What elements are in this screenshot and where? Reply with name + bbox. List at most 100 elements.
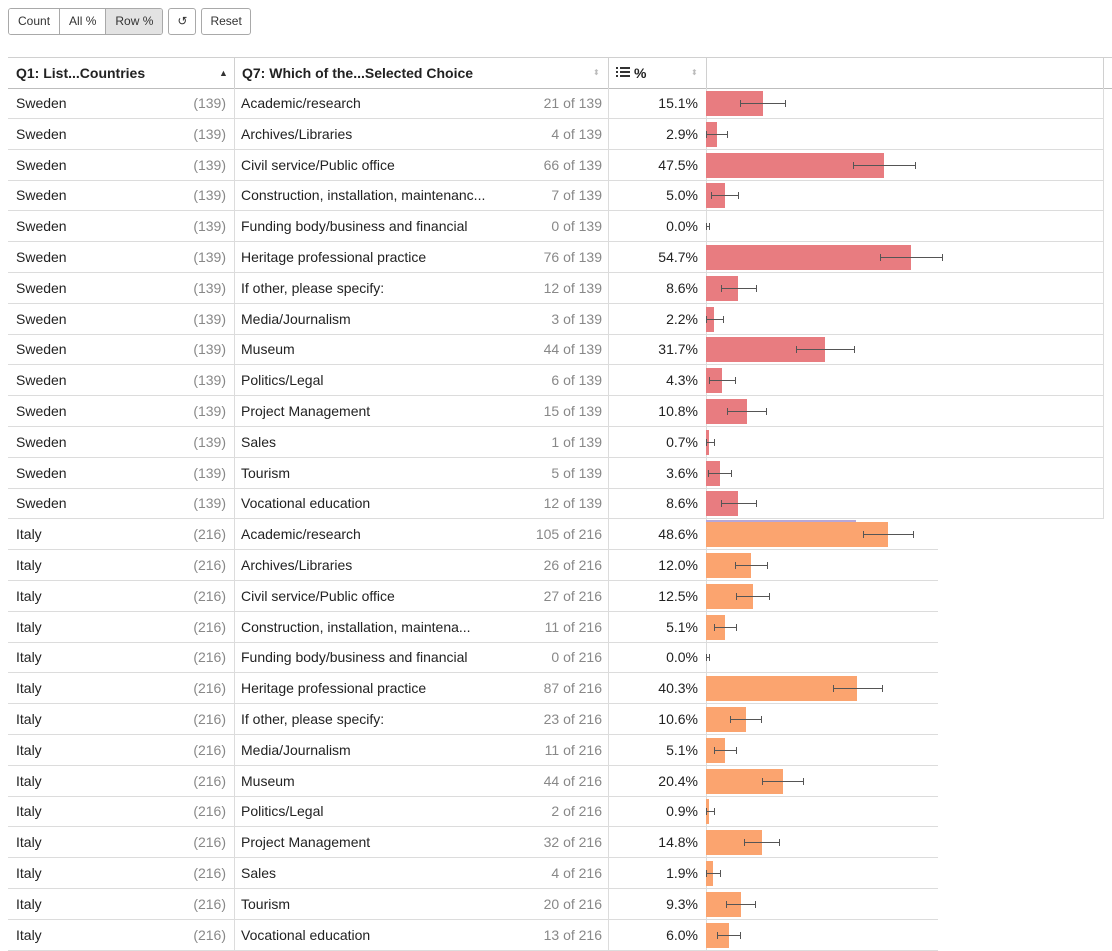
sort-toggle-icon[interactable]: ⬍ (593, 68, 600, 77)
table-row[interactable]: Italy (216) Media/Journalism 11 of 216 5.1% (8, 734, 1112, 766)
column-divider[interactable] (706, 58, 707, 88)
table-row[interactable]: Italy (216) Heritage professional practice… (8, 673, 1112, 705)
error-bar-cap (913, 531, 915, 539)
table-row[interactable]: Italy (216) Civil service/Public office 27 … (8, 580, 1112, 612)
percent-bar[interactable] (706, 522, 889, 548)
error-bar-cap (713, 438, 715, 446)
cell-divider (608, 118, 609, 150)
table-row[interactable]: Sweden (139) Project Management 15 of 139 10… (8, 396, 1112, 427)
table-row[interactable]: Italy (216) Academic/research 105 of 216 48.… (8, 519, 1112, 551)
table-row[interactable]: Sweden (139) Archives/Libraries 4 of 139 2.9… (8, 118, 1112, 150)
column-header-q7[interactable]: Q7: Which of the...Selected Choice (234, 58, 608, 88)
error-bar-cap (881, 685, 883, 693)
cell-divider (1103, 488, 1104, 520)
base-count-cell: (216) (193, 803, 226, 820)
percent-cell: 2.9% (666, 125, 698, 142)
table-row[interactable]: Italy (216) Politics/Legal 2 of 216 0.9% (8, 796, 1112, 828)
error-bar-cap (731, 469, 733, 477)
table-row[interactable]: Sweden (139) Media/Journalism 3 of 139 2.2% (8, 303, 1112, 335)
cell-divider (234, 704, 235, 735)
table-row[interactable]: Italy (216) Project Management 32 of 216 14.… (8, 827, 1112, 859)
count-fraction-cell: 12 of 139 (543, 495, 602, 512)
row-divider (8, 118, 1104, 119)
column-header-q1[interactable]: Q1: List...Countries (8, 58, 234, 88)
sort-ascending-icon[interactable]: ▲ (219, 68, 228, 78)
country-cell: Sweden (16, 156, 67, 173)
country-cell: Italy (16, 557, 42, 573)
row-percent-button[interactable]: Row % (105, 9, 163, 34)
cell-divider (234, 796, 235, 828)
cell-divider (1103, 242, 1104, 273)
table-row[interactable]: Sweden (139) Heritage professional practic… (8, 242, 1112, 273)
error-bar-cap (740, 100, 742, 107)
column-divider[interactable] (608, 58, 609, 88)
table-row[interactable]: Sweden (139) Academic/research 21 of 139 15.… (8, 88, 1112, 119)
country-cell: Sweden (16, 125, 67, 142)
table-row[interactable]: Italy (216) Archives/Libraries 26 of 216 12.… (8, 550, 1112, 581)
cell-divider (234, 242, 235, 273)
error-bar (734, 565, 768, 566)
error-bar-cap (743, 839, 745, 847)
table-row[interactable]: Italy (216) If other, please specify: 23 of… (8, 704, 1112, 735)
error-bar-cap (736, 623, 738, 631)
table-row[interactable]: Sweden (139) If other, please specify: 12 o… (8, 272, 1112, 304)
count-fraction-cell: 12 of 139 (543, 279, 602, 296)
row-divider (8, 148, 1104, 150)
error-bar-cap (714, 746, 716, 754)
choice-cell: Archives/Libraries (241, 125, 353, 142)
all-percent-button[interactable]: All % (59, 9, 106, 34)
table-row[interactable]: Sweden (139) Sales 1 of 139 0.7% (8, 426, 1112, 458)
cell-divider (608, 673, 609, 705)
percent-bar[interactable] (706, 245, 912, 270)
table-row[interactable]: Italy (216) Sales 4 of 216 1.9% (8, 858, 1112, 889)
country-cell: Italy (16, 711, 42, 727)
table-row[interactable]: Italy (216) Tourism 20 of 216 9.3% (8, 888, 1112, 920)
column-header-percent-label: % (634, 65, 647, 81)
column-divider[interactable] (1103, 58, 1104, 88)
table-row[interactable]: Sweden (139) Funding body/business and fin… (8, 211, 1112, 243)
error-bar (706, 873, 720, 874)
error-bar-cap (769, 592, 771, 600)
refresh-button[interactable]: ↺ (168, 8, 197, 35)
column-divider[interactable] (234, 58, 235, 88)
table-row[interactable]: Sweden (139) Vocational education 12 of 139… (8, 488, 1112, 520)
table-row[interactable]: Sweden (139) Tourism 5 of 139 3.6% (8, 457, 1112, 489)
cell-divider (608, 765, 609, 797)
error-bar-cap (709, 223, 710, 231)
table-row[interactable]: Sweden (139) Construction, installation, m… (8, 180, 1112, 212)
row-divider (8, 580, 938, 581)
error-bar (706, 441, 714, 443)
column-header-percent[interactable]: % (608, 58, 706, 88)
cell-divider (234, 180, 235, 212)
table-row[interactable]: Italy (216) Museum 44 of 216 20.4% (8, 765, 1112, 797)
count-fraction-cell: 0 of 139 (551, 218, 602, 235)
error-bar-cap (802, 777, 804, 785)
table-row[interactable]: Sweden (139) Politics/Legal 6 of 139 4.3% (8, 365, 1112, 397)
error-bar-cap (755, 500, 757, 508)
sort-toggle-icon[interactable]: ⬍ (691, 68, 698, 77)
country-cell: Italy (16, 865, 42, 881)
cell-divider (608, 88, 609, 119)
table-row[interactable]: Sweden (139) Civil service/Public office 66… (8, 149, 1112, 181)
country-cell: Sweden (16, 279, 67, 296)
percent-cell: 8.6% (666, 495, 698, 512)
reset-button[interactable]: Reset (201, 8, 251, 35)
error-bar-cap (720, 284, 722, 292)
base-count-cell: (216) (193, 834, 226, 851)
count-fraction-cell: 26 of 216 (543, 557, 602, 573)
count-button[interactable]: Count (9, 9, 60, 34)
column-header-q1-label: Q1: List...Countries (16, 65, 146, 81)
cell-divider (234, 919, 235, 951)
table-row[interactable]: Sweden (139) Museum 44 of 139 31.7% (8, 334, 1112, 366)
table-row[interactable]: Italy (216) Funding body/business and fina… (8, 642, 1112, 674)
choice-cell: Archives/Libraries (241, 557, 353, 573)
error-bar-cap (736, 746, 738, 754)
percent-cell: 4.3% (666, 372, 698, 389)
error-bar (762, 780, 803, 782)
error-bar-cap (706, 438, 707, 446)
cell-divider (234, 334, 235, 366)
table-row[interactable]: Italy (216) Vocational education 13 of 216 6… (8, 919, 1112, 951)
percent-bar[interactable] (706, 676, 858, 702)
error-bar (706, 318, 724, 320)
table-row[interactable]: Italy (216) Construction, installation, ma… (8, 611, 1112, 643)
